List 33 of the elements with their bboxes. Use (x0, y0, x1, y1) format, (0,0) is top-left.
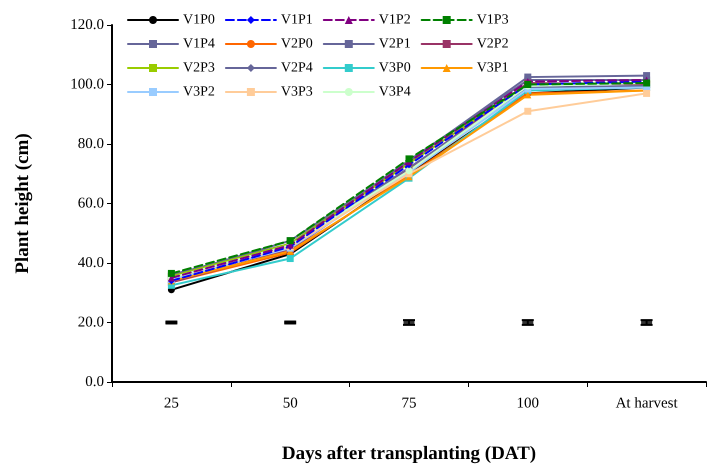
y-tick-label: 20.0 (78, 314, 104, 330)
x-tick-label: 75 (402, 396, 416, 412)
x-axis-title: Days after transplanting (DAT) (282, 443, 536, 464)
y-tick-label: 40.0 (78, 255, 104, 271)
y-tick-label: 120.0 (70, 17, 104, 33)
x-tick-label: 50 (282, 396, 298, 412)
legend-label: V2P2 (476, 36, 509, 52)
x-tick-label: 100 (516, 396, 540, 412)
point (643, 90, 650, 97)
y-axis-title: Plant height (cm) (12, 133, 33, 274)
legend-label: V1P4 (183, 36, 215, 52)
legend-label: V1P0 (183, 12, 215, 28)
legend-label: V2P1 (378, 36, 411, 52)
y-tick-label: 80.0 (78, 136, 104, 152)
legend-label: V2P3 (183, 60, 215, 76)
legend-label: V3P3 (280, 84, 313, 100)
legend-label: V3P0 (378, 60, 411, 76)
legend-label: V1P2 (378, 12, 411, 28)
legend-label: V2P0 (280, 36, 313, 52)
legend-label: V3P2 (183, 84, 215, 100)
legend-label: V3P4 (378, 84, 411, 100)
y-tick-label: 0.0 (85, 374, 104, 390)
y-tick-label: 60.0 (78, 196, 104, 212)
y-tick-label: 100.0 (70, 76, 104, 92)
legend-label: V2P4 (280, 60, 313, 76)
x-tick-label: 25 (164, 396, 179, 412)
legend-label: V1P3 (476, 12, 509, 28)
legend-label: V3P1 (476, 60, 509, 76)
point (524, 108, 532, 115)
point (643, 72, 650, 80)
point (286, 255, 294, 262)
x-tick-label: At harvest (616, 396, 678, 412)
legend-label: V1P1 (280, 12, 313, 28)
